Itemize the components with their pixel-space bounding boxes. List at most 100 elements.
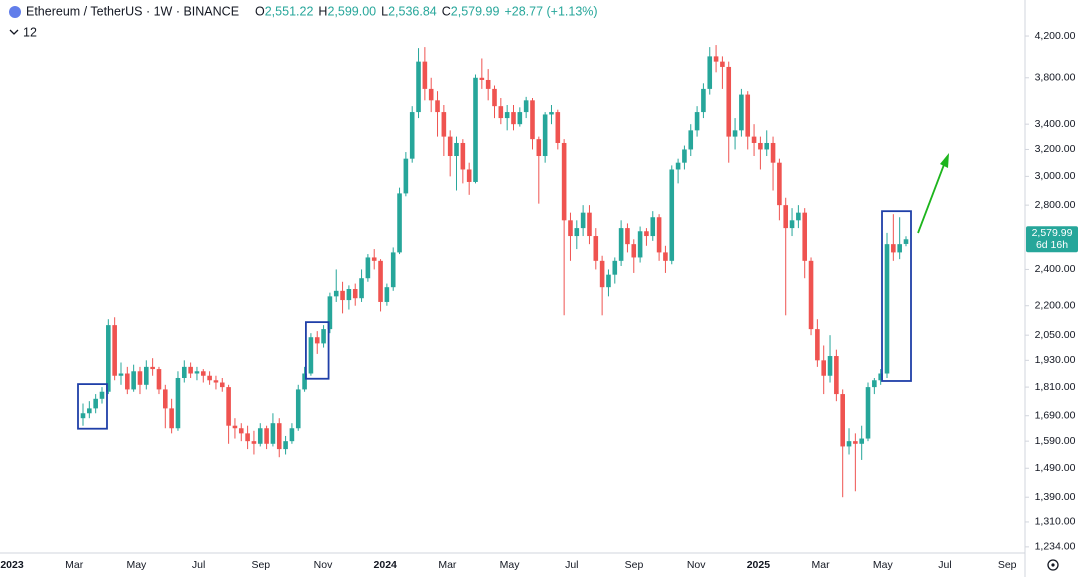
candle-body <box>536 139 542 157</box>
x-tick-label: 2025 <box>747 559 771 571</box>
last-price-label: 2,579.99 <box>1032 227 1073 239</box>
candle-body <box>612 260 618 275</box>
x-tick-label: May <box>873 559 894 571</box>
y-tick-label: 1,590.00 <box>1035 435 1076 447</box>
candle-body <box>169 408 174 429</box>
y-tick-label: 1,930.00 <box>1035 354 1076 366</box>
candle-body <box>713 56 719 62</box>
candle-body <box>150 366 155 370</box>
candle-body <box>137 371 143 385</box>
change: +28.77 (+1.13%) <box>504 4 597 18</box>
candle-body <box>840 394 845 447</box>
candle-body <box>574 228 580 237</box>
y-tick-label: 1,390.00 <box>1035 491 1076 503</box>
candle-body <box>834 356 839 395</box>
candle-body <box>416 61 421 113</box>
y-tick-label: 3,000.00 <box>1035 170 1076 182</box>
candle-body <box>523 100 529 113</box>
symbol: Ethereum / TetherUS · 1W · BINANCE <box>26 4 239 18</box>
candle-body <box>732 130 738 137</box>
last-price-box <box>1026 226 1078 253</box>
candle-body <box>163 389 168 409</box>
candle-body <box>435 100 440 113</box>
x-tick-label: Mar <box>65 559 84 571</box>
candle-body <box>289 428 295 442</box>
candle-body <box>188 366 193 374</box>
countdown: 6d 16h <box>1036 239 1068 251</box>
arrow <box>917 153 949 234</box>
candle-body <box>251 441 257 444</box>
ohlc-key: H <box>318 4 327 18</box>
settings-icon[interactable] <box>1047 559 1059 571</box>
candle-body <box>542 114 548 157</box>
candle-body <box>378 260 383 302</box>
y-tick-label: 2,200.00 <box>1035 300 1076 312</box>
candle-body <box>891 244 896 253</box>
candle-body <box>200 371 206 376</box>
indicator-count[interactable]: 12 <box>23 25 37 39</box>
candle-body <box>745 94 751 137</box>
y-tick-label: 2,800.00 <box>1035 199 1076 211</box>
candle-body <box>688 130 694 150</box>
x-tick-label: Jul <box>192 559 205 571</box>
candle-body <box>460 142 466 170</box>
y-tick-label: 2,400.00 <box>1035 263 1076 275</box>
ohlc-key: O <box>255 4 265 18</box>
candle-body <box>739 94 744 131</box>
y-tick-label: 1,490.00 <box>1035 462 1076 474</box>
x-tick-label: 2023 <box>0 559 24 571</box>
candle-body <box>403 158 409 194</box>
candle-body <box>606 274 611 288</box>
ohlc-value: 2,579.99 <box>451 4 500 18</box>
candle-body <box>789 220 795 229</box>
candle-body <box>371 257 377 261</box>
candle-body <box>846 441 852 447</box>
candle-body <box>517 112 523 125</box>
candle-body <box>568 220 573 237</box>
candle-body <box>454 142 459 157</box>
candle-body <box>872 380 877 388</box>
candle-body <box>675 162 681 170</box>
ohlc-legend: O 2,551.22 H 2,599.00 L 2,536.84 C 2,579.99 +28.… <box>255 4 598 18</box>
candle-body <box>549 112 554 115</box>
collapse-chevron[interactable] <box>9 29 19 35</box>
candle-body <box>321 329 326 344</box>
candle-body <box>707 56 713 89</box>
candle-body <box>302 373 307 390</box>
candle-body <box>587 212 592 237</box>
ohlc-value: 2,599.00 <box>327 4 376 18</box>
highlight-box <box>77 383 108 430</box>
y-tick-label: 1,310.00 <box>1035 516 1076 528</box>
candle-body <box>492 88 497 107</box>
candle-body <box>758 142 763 150</box>
candle-body <box>131 371 136 390</box>
candle-body <box>859 438 864 444</box>
y-tick-label: 2,050.00 <box>1035 329 1076 341</box>
candle-body <box>580 212 586 229</box>
candle-body <box>663 252 668 261</box>
candle-body <box>650 217 656 237</box>
candle-body <box>327 296 333 330</box>
candle-body <box>618 228 624 261</box>
candle-body <box>530 100 535 140</box>
x-tick-label: May <box>126 559 147 571</box>
candle-body <box>270 423 276 444</box>
candle-body <box>175 377 181 429</box>
candle-body <box>853 441 858 444</box>
candle-body <box>422 61 428 89</box>
candle-body <box>144 366 149 385</box>
candle-body <box>504 112 510 119</box>
candle-body <box>340 290 345 301</box>
candle-body <box>770 142 776 163</box>
y-tick-label: 1,690.00 <box>1035 409 1076 421</box>
candle-body <box>390 252 396 288</box>
candle-body <box>783 205 789 229</box>
y-tick-label: 1,234.00 <box>1035 541 1076 553</box>
candle-body <box>359 278 364 299</box>
candle-body <box>466 169 472 182</box>
candle-body <box>112 325 117 376</box>
candle-body <box>397 193 402 253</box>
x-tick-label: Sep <box>998 559 1017 571</box>
